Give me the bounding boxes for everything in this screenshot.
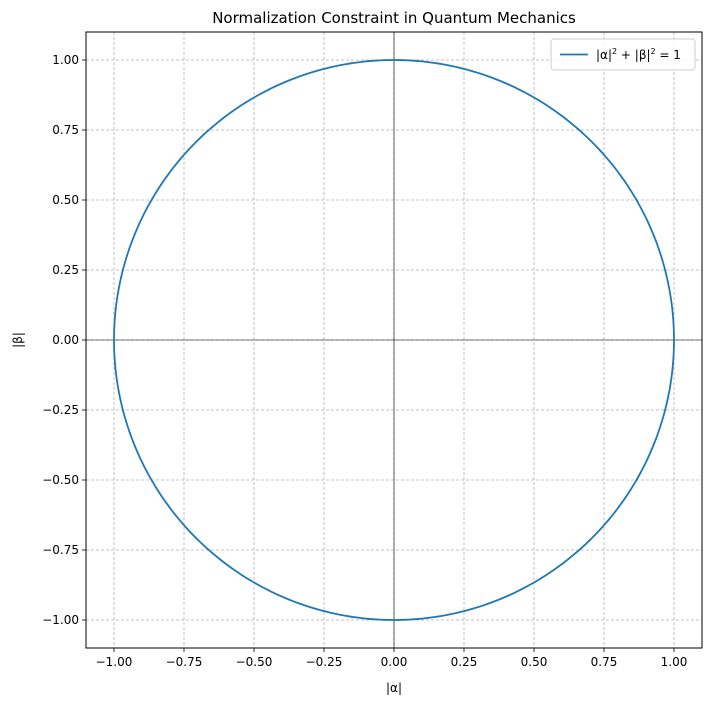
y-axis-ticks: −1.00 −0.75 −0.50 −0.25 0.00 0.25 0.50 0.75 1.00 <box>42 53 86 627</box>
legend-label-equals: = 1 <box>656 48 681 62</box>
legend-entry-label: |α|2 + |β|2 = 1 <box>596 47 681 62</box>
y-tick-label: 0.75 <box>52 123 79 137</box>
legend-box <box>550 38 696 71</box>
y-axis-title: |β| <box>11 332 25 348</box>
y-tick-label: 0.25 <box>52 263 79 277</box>
x-tick-label: −0.25 <box>306 655 343 669</box>
y-tick-label: −0.25 <box>42 403 79 417</box>
y-tick-label: −0.50 <box>42 473 79 487</box>
x-tick-label: 0.75 <box>591 655 618 669</box>
y-tick-label: 0.50 <box>52 193 79 207</box>
x-tick-label: −0.75 <box>166 655 203 669</box>
x-tick-label: 1.00 <box>661 655 688 669</box>
reference-lines <box>86 32 702 648</box>
x-tick-label: −1.00 <box>96 655 133 669</box>
y-tick-label: −1.00 <box>42 613 79 627</box>
x-tick-label: 0.25 <box>451 655 478 669</box>
x-axis-title: |α| <box>386 681 402 695</box>
y-tick-label: −0.75 <box>42 543 79 557</box>
series-layer <box>113 59 675 621</box>
legend: |α|2 + |β|2 = 1 <box>550 38 696 71</box>
x-axis-ticks: −1.00 −0.75 −0.50 −0.25 0.00 0.25 0.50 0.75 1.00 <box>96 648 688 669</box>
legend-label-alpha: |α| <box>596 48 612 62</box>
normalization-circle-line <box>113 59 675 621</box>
y-tick-label: 0.00 <box>52 333 79 347</box>
legend-label-beta: + |β| <box>617 48 650 62</box>
x-tick-label: 0.00 <box>381 655 408 669</box>
chart-title: Normalization Constraint in Quantum Mech… <box>212 9 576 27</box>
legend-label-exponent-1: 2 <box>612 47 617 56</box>
x-tick-label: −0.50 <box>236 655 273 669</box>
legend-label-exponent-2: 2 <box>651 47 656 56</box>
y-tick-label: 1.00 <box>52 53 79 67</box>
x-tick-label: 0.50 <box>521 655 548 669</box>
